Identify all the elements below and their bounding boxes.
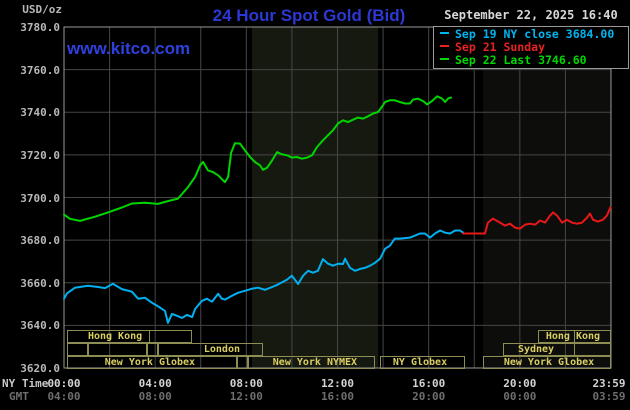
ny-time-tick-label: 08:00	[229, 377, 263, 390]
date-label: September 22, 2025 16:40	[444, 8, 618, 22]
ny-time-tick-label: 12:00	[320, 377, 355, 390]
ny-time-row-label: NY Time	[2, 377, 49, 390]
ny-time-tick-label: 16:00	[412, 377, 446, 390]
gmt-tick-label: 16:00	[320, 390, 355, 403]
session-box-new-york-globex	[66, 355, 237, 369]
session-box	[87, 343, 147, 356]
green-dash-icon	[440, 57, 449, 60]
y-tick-label: 3740.0	[20, 106, 60, 120]
y-tick-label: 3720.0	[20, 148, 60, 162]
session-box	[146, 343, 158, 356]
gmt-tick-label: 20:00	[412, 390, 446, 403]
gmt-tick-label: 08:00	[138, 390, 172, 403]
ny-time-tick-label: 00:00	[47, 377, 81, 390]
y-tick-label: 3760.0	[20, 63, 60, 77]
ny-time-tick-label: 23:59	[592, 377, 626, 390]
session-label: London	[203, 344, 240, 355]
session-label: New York Globex	[104, 356, 196, 368]
session-box-hong-kong	[66, 330, 193, 343]
session-label: NY Globex	[392, 356, 448, 368]
session-box-ny-globex	[380, 355, 466, 369]
session-divider	[573, 344, 575, 355]
session-label: New York Globex	[503, 356, 595, 368]
series-sep-21-sunday	[462, 206, 612, 235]
series-sep-22-last	[63, 95, 452, 222]
gmt-tick-label: 04:00	[47, 390, 81, 403]
session-box	[236, 355, 248, 369]
session-label: Hong Kong	[545, 331, 601, 342]
session-box-new-york-globex	[483, 355, 611, 369]
ny-time-tick-label: 20:00	[503, 377, 537, 390]
legend-label: Sep 22 Last 3746.60	[455, 53, 587, 67]
legend: Sep 19 NY close 3684.00 Sep 21 Sunday Se…	[433, 26, 629, 69]
session-box-new-york-nymex	[247, 355, 376, 369]
session-label: Sydney	[517, 344, 555, 355]
cyan-dash-icon	[440, 31, 449, 34]
unit-label: USD/oz	[22, 3, 62, 16]
session-box	[66, 343, 88, 356]
legend-row-sep22: Sep 22 Last 3746.60	[434, 54, 628, 67]
gmt-row-label: GMT	[9, 390, 29, 403]
kitco-watermark-link[interactable]: www.kitco.com	[67, 39, 191, 58]
gmt-tick-label: 03:59	[592, 390, 626, 403]
session-label: Hong Kong	[87, 331, 143, 342]
gmt-tick-label: 12:00	[229, 390, 263, 403]
y-tick-label: 3620.0	[20, 362, 60, 375]
legend-label: Sep 19 NY close 3684.00	[455, 27, 615, 41]
legend-label: Sep 21 Sunday	[455, 40, 546, 54]
legend-row-sep19: Sep 19 NY close 3684.00	[434, 28, 628, 41]
y-tick-label: 3680.0	[20, 234, 60, 248]
page-title: 24 Hour Spot Gold (Bid)	[212, 6, 406, 25]
session-label: New York NYMEX	[272, 356, 358, 368]
red-dash-icon	[440, 44, 449, 47]
ny-time-tick-label: 04:00	[138, 377, 172, 390]
gmt-tick-label: 00:00	[503, 390, 537, 403]
session-divider	[149, 331, 151, 342]
y-tick-label: 3640.0	[20, 319, 60, 333]
session-divider	[573, 331, 575, 342]
session-box-hong-kong	[538, 330, 611, 343]
y-tick-label: 3780.0	[20, 21, 60, 34]
series-sep-19-ny-close	[63, 229, 465, 324]
legend-row-sep21: Sep 21 Sunday	[434, 41, 628, 54]
y-tick-label: 3660.0	[20, 276, 60, 290]
y-tick-label: 3700.0	[20, 191, 60, 205]
